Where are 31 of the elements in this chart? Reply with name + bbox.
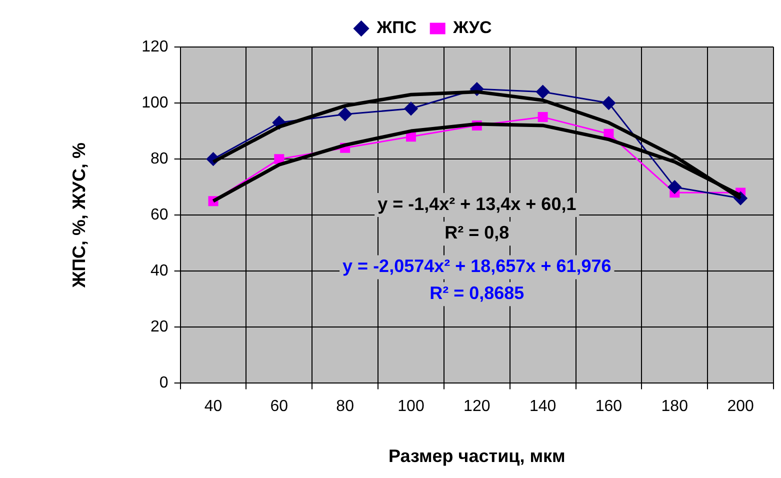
legend-label: ЖПС (376, 18, 417, 38)
y-tick-label: 0 (159, 374, 168, 392)
point (536, 85, 550, 99)
annotation: y = -1,4x² + 13,4x + 60,1 (378, 194, 576, 214)
legend-label: ЖУС (452, 18, 492, 38)
x-tick-label: 60 (270, 398, 288, 416)
point (274, 154, 284, 164)
x-tick-label: 180 (661, 398, 688, 416)
y-axis-title: ЖПС, %, ЖУС, % (68, 142, 89, 289)
x-axis-title: Размер частиц, мкм (388, 446, 566, 466)
point (668, 180, 682, 194)
x-tick-label: 140 (529, 398, 556, 416)
point (538, 112, 548, 122)
point (602, 96, 616, 110)
x-tick-label: 200 (727, 398, 754, 416)
x-tick-label: 80 (336, 398, 354, 416)
annotation: R² = 0,8685 (430, 283, 524, 304)
x-tick-label: 100 (398, 398, 424, 416)
y-tick-label: 60 (150, 206, 168, 224)
x-tick-label: 120 (464, 398, 490, 416)
annotation: y = -2,0574x² + 18,657x + 61,976 (342, 256, 612, 276)
y-tick-label: 80 (150, 150, 168, 168)
y-tick-label: 100 (142, 94, 168, 112)
y-tick-label: 40 (150, 262, 168, 280)
y-tick-label: 120 (142, 38, 168, 56)
x-tick-label: 160 (595, 398, 622, 416)
x-tick-label: 40 (204, 398, 222, 416)
point (338, 107, 352, 121)
annotation: R² = 0,8 (444, 222, 510, 243)
y-tick-label: 20 (150, 318, 168, 336)
point (404, 102, 418, 116)
